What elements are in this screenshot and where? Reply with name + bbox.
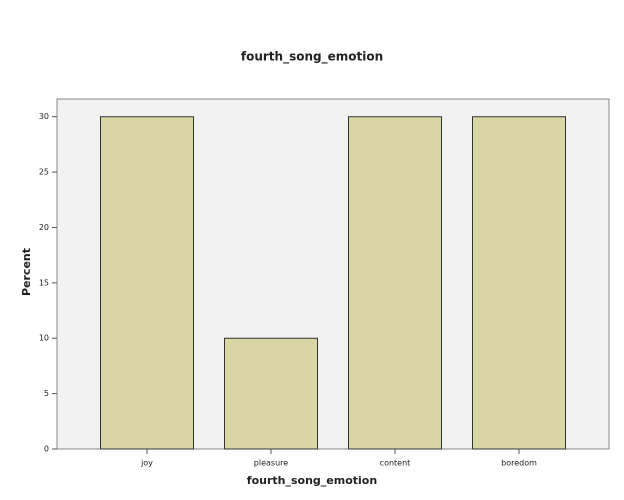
bar bbox=[348, 116, 442, 450]
y-tick-label: 0 bbox=[44, 445, 49, 454]
x-tick-label: joy bbox=[140, 459, 153, 468]
bar bbox=[224, 337, 318, 450]
x-axis-title: fourth_song_emotion bbox=[247, 474, 377, 487]
y-tick-label: 20 bbox=[39, 223, 49, 232]
y-tick-label: 25 bbox=[39, 168, 49, 177]
y-axis-title: Percent bbox=[20, 248, 33, 296]
y-tick-label: 30 bbox=[39, 112, 49, 121]
bar bbox=[472, 116, 566, 450]
chart-title: fourth_song_emotion bbox=[241, 50, 383, 65]
x-tick-label: pleasure bbox=[254, 459, 288, 468]
y-tick-label: 10 bbox=[39, 334, 49, 343]
y-tick-label: 5 bbox=[44, 389, 49, 398]
x-tick-label: content bbox=[380, 459, 411, 468]
bar bbox=[100, 116, 194, 450]
x-tick-label: boredom bbox=[501, 459, 537, 468]
y-tick-label: 15 bbox=[39, 278, 49, 287]
